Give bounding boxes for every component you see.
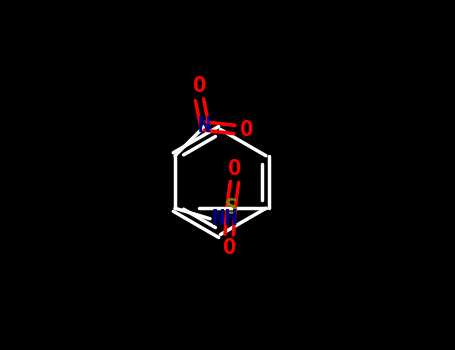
Text: NH: NH — [212, 209, 238, 229]
Text: O: O — [240, 119, 253, 140]
Text: S: S — [224, 198, 238, 218]
Text: O: O — [228, 159, 241, 178]
Text: O: O — [193, 76, 206, 96]
Text: O: O — [222, 238, 236, 258]
Text: N: N — [198, 116, 212, 136]
